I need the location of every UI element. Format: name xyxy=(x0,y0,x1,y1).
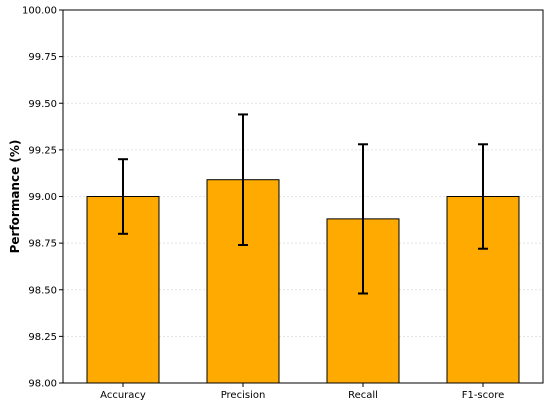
y-axis-title: Performance (%) xyxy=(8,140,22,254)
x-tick-label: F1-score xyxy=(462,390,505,401)
y-tick-label: 99.75 xyxy=(28,52,57,63)
y-tick-label: 99.50 xyxy=(28,99,57,110)
y-tick-label: 98.50 xyxy=(28,285,57,296)
y-tick-label: 98.75 xyxy=(28,239,57,250)
y-tick-label: 98.00 xyxy=(28,379,57,390)
y-tick-label: 99.25 xyxy=(28,145,57,156)
x-axis-ticks: Accuracy Precision Recall F1-score xyxy=(100,383,504,401)
y-axis-ticks: 98.00 98.25 98.50 98.75 99.00 99.25 99.50 99.75… xyxy=(22,6,63,390)
y-tick-label: 99.00 xyxy=(28,192,57,203)
error-bars-group xyxy=(118,113,488,295)
y-tick-label: 98.25 xyxy=(28,332,57,343)
y-tick-label: 100.00 xyxy=(22,6,57,17)
x-tick-label: Recall xyxy=(348,390,378,401)
bars-group xyxy=(86,179,520,384)
x-tick-label: Accuracy xyxy=(100,390,146,401)
x-tick-label: Precision xyxy=(221,390,266,401)
